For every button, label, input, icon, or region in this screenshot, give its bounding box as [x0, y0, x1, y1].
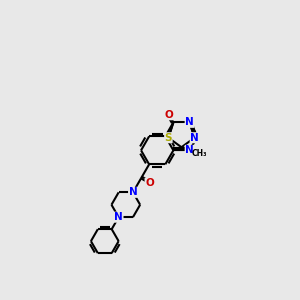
- Text: O: O: [145, 178, 154, 188]
- Text: N: N: [185, 145, 194, 155]
- Text: N: N: [114, 212, 123, 222]
- Text: N: N: [129, 188, 137, 197]
- Text: CH₃: CH₃: [191, 149, 207, 158]
- Text: O: O: [165, 110, 173, 120]
- Text: S: S: [165, 133, 172, 143]
- Text: N: N: [185, 117, 194, 127]
- Text: N: N: [190, 133, 199, 143]
